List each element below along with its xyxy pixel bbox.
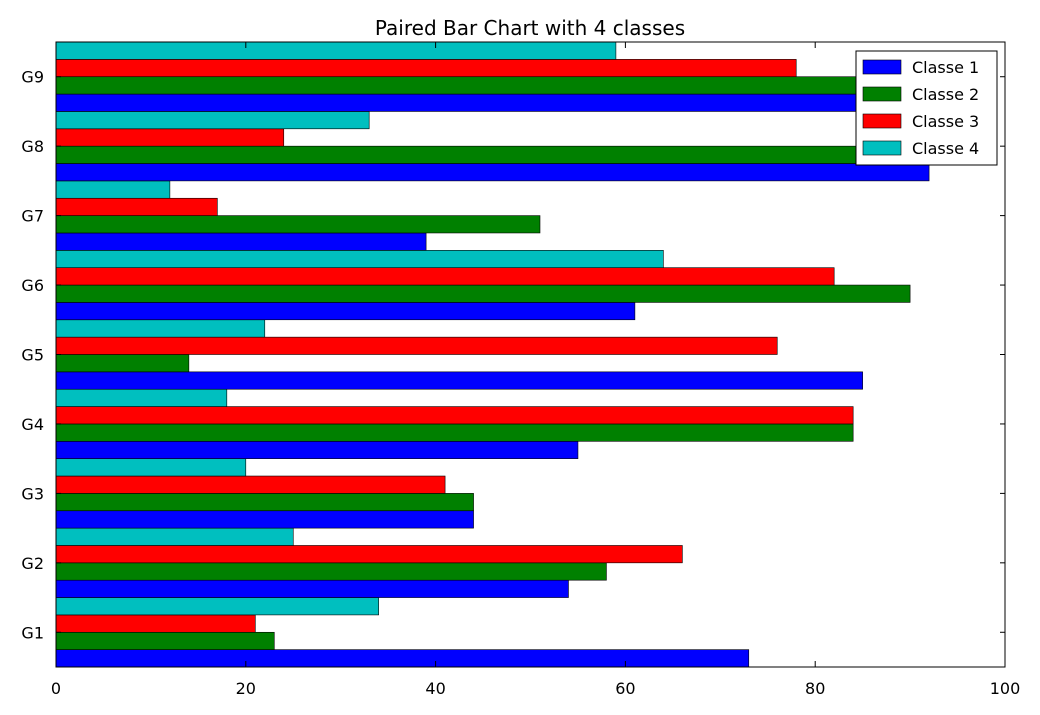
bar-g2-series-2 [55,562,607,581]
bar-g6-series-1 [55,302,636,321]
y-tick-label-g3: G3 [21,484,44,503]
bar-g5-series-1 [55,371,863,390]
bar-g4-series-3 [55,406,854,425]
x-tick-label: 80 [805,679,825,698]
bar-g3-series-4 [55,458,247,477]
bar-g2-series-1 [55,579,569,598]
y-tick-label-g7: G7 [21,207,44,226]
y-tick-label-g6: G6 [21,276,44,295]
legend: Classe 1 Classe 2 Classe 3 Classe 4 [855,50,998,166]
legend-label-series-4: Classe 4 [912,139,979,158]
bar-g2-series-4 [55,527,294,546]
bar-g9-series-2 [55,76,968,95]
bar-g1-series-1 [55,649,750,668]
bar-g8-series-1 [55,163,930,182]
bar-g4-series-1 [55,441,579,459]
bar-g5-series-3 [55,336,778,355]
bar-g3-series-3 [55,475,446,494]
legend-swatch-series-2 [862,86,902,102]
bar-g1-series-4 [55,597,379,616]
y-tick-label-g4: G4 [21,415,44,434]
bar-g7-series-2 [55,215,541,234]
bar-g9-series-1 [55,93,939,112]
bar-g3-series-2 [55,493,474,512]
y-tick-label-g2: G2 [21,554,44,573]
y-tick-label-g5: G5 [21,346,44,365]
bar-g7-series-3 [55,197,218,216]
bar-g4-series-4 [55,388,228,407]
x-tick-label: 0 [51,679,61,698]
bar-g1-series-3 [55,614,256,633]
bar-g6-series-3 [55,267,835,286]
y-tick-label-g1: G1 [21,623,44,642]
legend-swatch-series-3 [862,113,902,129]
legend-swatch-series-4 [862,140,902,156]
legend-label-series-3: Classe 3 [912,112,979,131]
bar-g2-series-3 [55,545,683,564]
x-tick-label: 100 [990,679,1021,698]
ticks-layer: 0 20 40 60 80 100 G1 G2 G3 G4 G5 G6 G7 G8 G9 [21,42,1020,698]
bar-g5-series-4 [55,319,266,338]
legend-swatch-series-1 [862,59,902,75]
bar-g5-series-2 [55,354,190,373]
chart-title: Paired Bar Chart with 4 classes [375,16,685,40]
bar-g9-series-4 [55,41,617,60]
bar-g8-series-3 [55,128,285,147]
bar-g3-series-1 [55,510,474,529]
legend-label-series-1: Classe 1 [912,58,979,77]
bar-g4-series-2 [55,423,854,442]
bar-g6-series-4 [55,250,664,268]
y-tick-label-g9: G9 [21,68,44,87]
bar-g9-series-3 [55,59,797,78]
y-tick-label-g8: G8 [21,137,44,156]
bar-g7-series-4 [55,180,171,199]
bar-g6-series-2 [55,284,911,303]
bar-g1-series-2 [55,631,275,650]
bar-g8-series-4 [55,111,370,130]
x-tick-label: 40 [425,679,445,698]
x-tick-label: 60 [615,679,635,698]
legend-label-series-2: Classe 2 [912,85,979,104]
bar-g8-series-2 [55,145,958,164]
bar-g7-series-1 [55,232,427,251]
x-tick-label: 20 [236,679,256,698]
